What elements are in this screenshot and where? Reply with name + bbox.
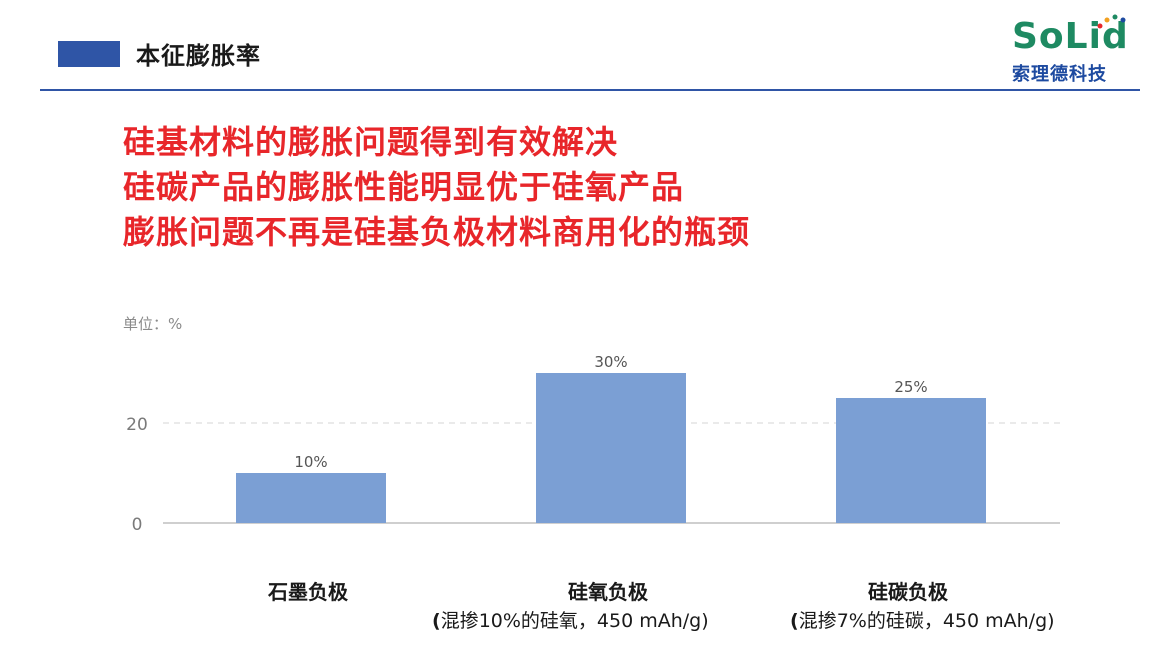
- headline-line-2: 硅碳产品的膨胀性能明显优于硅氧产品: [123, 168, 685, 206]
- category-label-siox: 硅氧负极: [568, 580, 648, 604]
- logo-dots-icon: [1097, 14, 1126, 29]
- company-logo: SoLid 索理德科技: [1010, 14, 1140, 88]
- unit-label: 单位：%: [123, 315, 182, 333]
- note-siox-text: 混掺10%的硅氧，450 mAh/g: [440, 610, 702, 632]
- category-note-sic: (混掺7%的硅碳，450 mAh/g): [790, 610, 1055, 632]
- headline-line-3: 膨胀问题不再是硅基负极材料商用化的瓶颈: [123, 213, 751, 251]
- header-divider: [40, 89, 1140, 91]
- logo-company-name: 索理德科技: [1012, 64, 1107, 85]
- headline-block: 硅基材料的膨胀问题得到有效解决 硅碳产品的膨胀性能明显优于硅氧产品 膨胀问题不再…: [123, 120, 750, 255]
- data-label-1: 10%: [294, 453, 327, 471]
- category-label-graphite: 石墨负极: [268, 580, 348, 604]
- category-note-siox: (混掺10%的硅氧，450 mAh/g): [432, 610, 709, 632]
- y-tick-label-20: 20: [126, 415, 148, 435]
- page-title: 本征膨胀率: [136, 42, 261, 70]
- note-sic-text: 混掺7%的硅碳，450 mAh/g: [798, 610, 1048, 632]
- data-label-2: 30%: [594, 353, 627, 371]
- bar-3: [836, 398, 986, 523]
- header-accent-bar: [58, 41, 120, 67]
- data-label-3: 25%: [894, 378, 927, 396]
- y-tick-label-0: 0: [132, 515, 143, 535]
- bar-1: [236, 473, 386, 523]
- logo-wordmark: SoLid: [1012, 16, 1129, 57]
- headline-line-1: 硅基材料的膨胀问题得到有效解决: [123, 123, 619, 161]
- bar-2: [536, 373, 686, 523]
- category-label-sic: 硅碳负极: [868, 580, 948, 604]
